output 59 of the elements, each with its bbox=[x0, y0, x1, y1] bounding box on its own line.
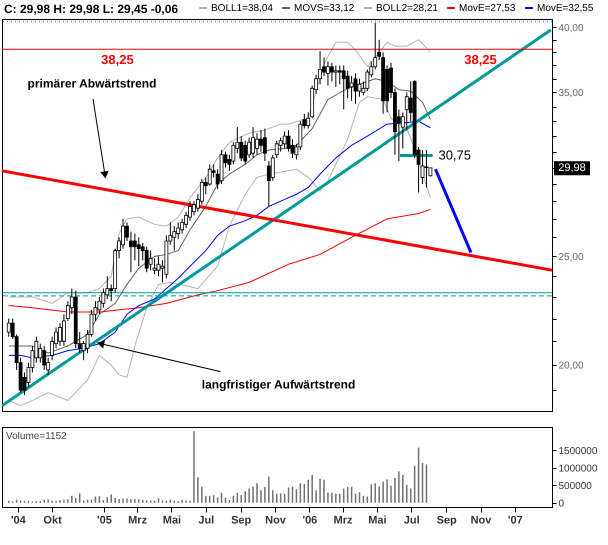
x-tick-label: Sep bbox=[231, 514, 252, 526]
candlestick bbox=[255, 132, 259, 156]
y-tick-label: 1000000 bbox=[558, 463, 598, 474]
candlestick bbox=[58, 322, 62, 346]
chart-title: Volume=1152 bbox=[6, 431, 68, 442]
candlestick bbox=[243, 140, 248, 165]
candlestick bbox=[251, 126, 255, 158]
x-tick-label: Nov bbox=[265, 514, 287, 526]
annotation: 38,25 bbox=[464, 52, 497, 68]
x-tick-label: Nov bbox=[470, 514, 492, 526]
x-tick-label: Jul bbox=[198, 514, 214, 526]
candlestick bbox=[338, 64, 342, 85]
legend-label: MovE=32,55 bbox=[537, 3, 594, 14]
candlestick bbox=[306, 112, 310, 130]
text: 29,98 bbox=[558, 162, 586, 174]
x-tick-label: Jul bbox=[404, 514, 420, 526]
y-tick-label: 25,00 bbox=[558, 252, 584, 263]
y-tick-label: 500000 bbox=[558, 480, 592, 492]
candlestick bbox=[259, 130, 263, 152]
candlestick bbox=[326, 60, 330, 86]
candlestick bbox=[148, 250, 153, 271]
x-tick-label: '07 bbox=[508, 514, 523, 526]
y-tick-label: 40,00 bbox=[558, 22, 584, 34]
x-tick-label: Sep bbox=[436, 514, 458, 526]
x-tick-label: '05 bbox=[96, 514, 112, 526]
candlestick bbox=[6, 318, 11, 338]
line-series bbox=[8, 96, 431, 406]
x-tick-label: '06 bbox=[302, 514, 318, 526]
y-tick-label: 20,00 bbox=[558, 360, 584, 372]
x-tick-label: '04 bbox=[10, 514, 27, 526]
candlestick bbox=[354, 72, 358, 104]
legend-label: MovE=27,53 bbox=[459, 3, 516, 14]
annotation: langfristiger Aufwärtstrend bbox=[202, 378, 356, 392]
chart-title: C: 29,98 H: 29,98 L: 29,45 -0,06 bbox=[4, 2, 178, 16]
x-tick-label: Mrz bbox=[334, 514, 354, 526]
candlestick bbox=[350, 76, 354, 102]
x-tick-label: Mai bbox=[368, 514, 387, 526]
candlestick bbox=[144, 246, 149, 273]
annotation: 38,25 bbox=[101, 52, 134, 68]
candlestick bbox=[342, 64, 346, 110]
line-series bbox=[8, 39, 431, 304]
x-tick-label: Mai bbox=[162, 514, 182, 526]
annotation: 30,75 bbox=[438, 148, 472, 163]
candlestick bbox=[282, 131, 286, 149]
candlestick bbox=[358, 78, 362, 98]
x-tick-label: Okt bbox=[43, 514, 62, 526]
candlestick bbox=[334, 64, 338, 88]
legend-label: BOLL2=28,21 bbox=[376, 3, 438, 14]
y-tick-label: 0 bbox=[558, 498, 564, 510]
legend-label: MOVS=33,12 bbox=[294, 3, 355, 14]
candlestick bbox=[136, 236, 141, 267]
annotation: primärer Abwärtstrend bbox=[28, 76, 156, 90]
candlestick bbox=[424, 150, 428, 188]
candlestick bbox=[266, 160, 271, 207]
y-tick-label: 35,00 bbox=[558, 88, 584, 99]
x-tick-label: Mrz bbox=[128, 514, 148, 526]
legend-label: BOLL1=38,04 bbox=[211, 3, 274, 14]
candlestick bbox=[262, 128, 267, 162]
y-tick-label: 1500000 bbox=[558, 446, 598, 457]
